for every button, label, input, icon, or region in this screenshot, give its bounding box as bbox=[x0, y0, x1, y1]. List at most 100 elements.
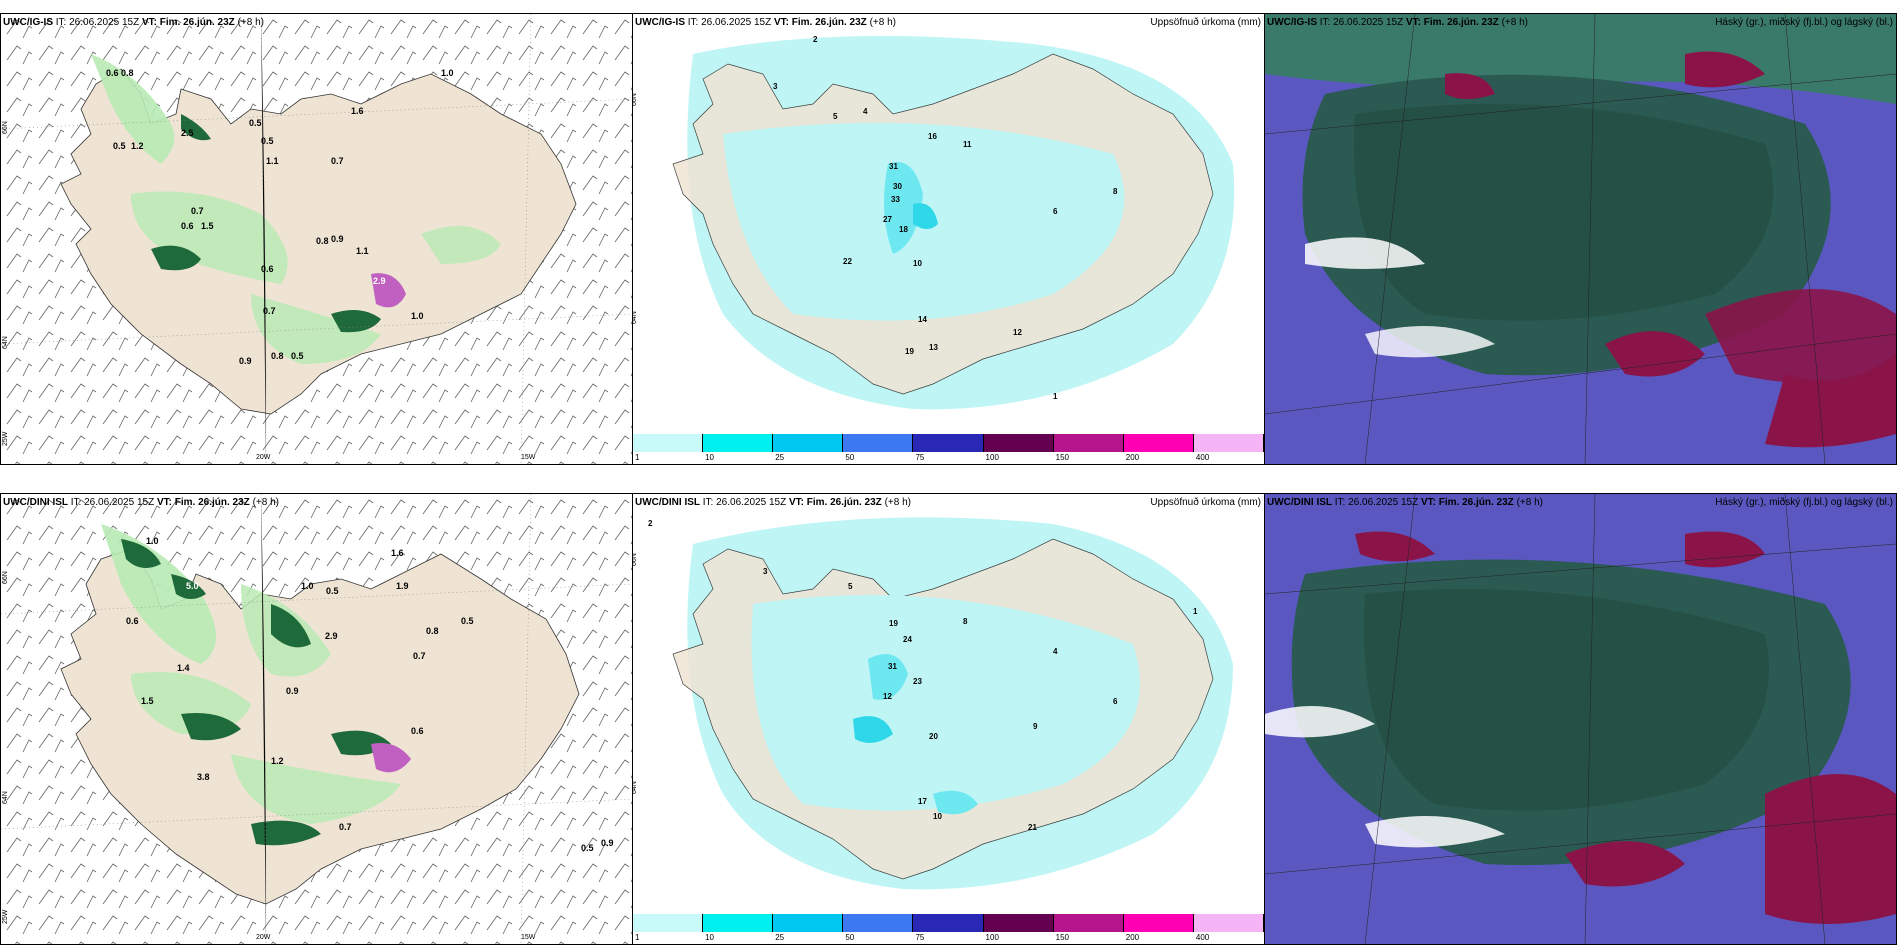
colorbar-label: 200 bbox=[1125, 453, 1140, 462]
precip-label: 1.1 bbox=[356, 246, 369, 256]
lat-label-64: 64N bbox=[632, 781, 638, 794]
precip-label: 12 bbox=[883, 692, 892, 701]
panel-top-left-wind-precip: 0.6 0.8 0.5 1.2 2.5 0.5 1.6 0.7 0.5 1.1 … bbox=[0, 13, 633, 465]
colorbar-segment bbox=[913, 914, 984, 932]
map-top-right bbox=[1265, 14, 1896, 464]
colorbar-segment bbox=[1053, 434, 1124, 452]
precip-label: 4 bbox=[1053, 647, 1058, 656]
init-time: 26.06.2025 15Z bbox=[1348, 497, 1419, 508]
precip-label: 0.7 bbox=[263, 306, 276, 316]
colorbar-segment bbox=[843, 434, 914, 452]
precip-label: 18 bbox=[899, 225, 908, 234]
precip-label: 1.6 bbox=[351, 106, 364, 116]
init-time: 26.06.2025 15Z bbox=[701, 17, 772, 28]
colorbar-label: 1 bbox=[635, 453, 640, 462]
colorbar-segment bbox=[1123, 434, 1194, 452]
precip-label: 17 bbox=[918, 797, 927, 806]
precip-label: 21 bbox=[1028, 823, 1037, 832]
panel-header: UWC/DINI ISL IT: 26.06.2025 15Z VT: Fim.… bbox=[635, 497, 911, 508]
field-title: Uppsöfnuð úrkoma (mm) bbox=[1150, 497, 1261, 508]
precip-label: 16 bbox=[928, 132, 937, 141]
precip-label: 0.5 bbox=[326, 586, 339, 596]
precip-label: 0.9 bbox=[239, 356, 252, 366]
lat-label-66: 66N bbox=[2, 121, 9, 134]
lat-label-66: 66N bbox=[632, 553, 638, 566]
lat-label-66: 66N bbox=[2, 571, 9, 584]
precip-label: 1.2 bbox=[271, 756, 284, 766]
precip-label: 1.5 bbox=[141, 696, 154, 706]
panel-top-mid-precip: 2 3 4 5 31 30 33 27 18 22 10 16 11 19 13… bbox=[632, 13, 1265, 465]
precip-label: 2 bbox=[813, 35, 818, 44]
lon-label-20: 20W bbox=[256, 454, 271, 461]
colorbar-label: 100 bbox=[985, 453, 999, 462]
field-title: Háský (gr.), miðský (fj.bl.) og lágský (… bbox=[1715, 17, 1893, 28]
colorbar-label: 200 bbox=[1125, 933, 1140, 942]
precip-label: 33 bbox=[891, 195, 900, 204]
colorbar-label: 50 bbox=[845, 453, 855, 462]
precip-label: 0.8 bbox=[121, 68, 134, 78]
colorbar-segment bbox=[773, 434, 844, 452]
precip-label: 2.5 bbox=[181, 128, 194, 138]
precip-label: 5.0 bbox=[186, 581, 199, 591]
colorbar-label: 100 bbox=[985, 933, 999, 942]
precip-label: 0.9 bbox=[286, 686, 299, 696]
model-name: UWC/DINI ISL bbox=[1267, 497, 1332, 508]
precip-label: 5 bbox=[833, 112, 838, 121]
precip-label: 30 bbox=[893, 182, 902, 191]
panel-header: UWC/IG-IS IT: 26.06.2025 15Z VT: Fim. 26… bbox=[1267, 17, 1528, 28]
colorbar-segment bbox=[983, 434, 1054, 452]
precip-label: 10 bbox=[913, 259, 922, 268]
precip-label: 4 bbox=[863, 107, 868, 116]
colorbar-segment bbox=[843, 914, 914, 932]
precip-label: 9 bbox=[1033, 722, 1038, 731]
precip-label: 0.5 bbox=[113, 141, 126, 151]
colorbar-segment bbox=[773, 914, 844, 932]
colorbar-label: 25 bbox=[775, 933, 785, 942]
colorbar-segment bbox=[703, 914, 774, 932]
valid-time: Fim. 26.jún. 23Z bbox=[174, 497, 250, 508]
init-time: 26.06.2025 15Z bbox=[716, 497, 787, 508]
colorbar-label: 25 bbox=[775, 453, 785, 462]
model-name: UWC/IG-IS bbox=[3, 17, 53, 28]
precip-label: 2 bbox=[648, 519, 653, 528]
precip-label: 1.0 bbox=[441, 68, 454, 78]
colorbar-label: 400 bbox=[1195, 933, 1210, 942]
precip-label: 1.5 bbox=[201, 221, 214, 231]
precip-label: 0.5 bbox=[581, 843, 594, 853]
precip-label: 31 bbox=[889, 162, 898, 171]
precip-label: 0.5 bbox=[291, 351, 304, 361]
colorbar-segment bbox=[1193, 434, 1264, 452]
precip-label: 1.9 bbox=[396, 581, 409, 591]
colorbar-label: 75 bbox=[915, 933, 925, 942]
precip-label: 1.6 bbox=[391, 548, 404, 558]
colorbar-label: 150 bbox=[1055, 933, 1070, 942]
precip-label: 12 bbox=[1013, 328, 1022, 337]
model-name: UWC/IG-IS bbox=[635, 17, 685, 28]
panel-bot-left-wind-precip: 1.0 5.0 0.6 1.0 0.5 1.4 2.9 1.6 1.9 0.8 … bbox=[0, 493, 633, 945]
colorbar-segment bbox=[1053, 914, 1124, 932]
colorbar-segment bbox=[913, 434, 984, 452]
precip-label: 22 bbox=[843, 257, 852, 266]
precip-label: 0.9 bbox=[601, 838, 614, 848]
valid-time: Fim. 26.jún. 23Z bbox=[1423, 17, 1499, 28]
lon-label-20: 20W bbox=[256, 934, 271, 941]
map-top-left: 0.6 0.8 0.5 1.2 2.5 0.5 1.6 0.7 0.5 1.1 … bbox=[1, 14, 632, 464]
colorbar-label: 150 bbox=[1055, 453, 1070, 462]
precip-label: 1.2 bbox=[131, 141, 144, 151]
precip-label: 5 bbox=[848, 582, 853, 591]
precip-label: 0.7 bbox=[191, 206, 204, 216]
panel-bot-right-clouds: UWC/DINI ISL IT: 26.06.2025 15Z VT: Fim.… bbox=[1264, 493, 1897, 945]
panel-header: UWC/DINI ISL IT: 26.06.2025 15Z VT: Fim.… bbox=[3, 497, 279, 508]
valid-time: Fim. 26.jún. 23Z bbox=[791, 17, 867, 28]
precip-label: 0.6 bbox=[411, 726, 424, 736]
colorbar-segment bbox=[1193, 914, 1264, 932]
precip-label: 0.5 bbox=[461, 616, 474, 626]
init-time: 26.06.2025 15Z bbox=[1333, 17, 1404, 28]
precip-label: 0.6 bbox=[181, 221, 194, 231]
map-top-mid: 2 3 4 5 31 30 33 27 18 22 10 16 11 19 13… bbox=[633, 14, 1264, 464]
precip-label: 19 bbox=[905, 347, 914, 356]
precip-label: 0.6 bbox=[126, 616, 139, 626]
map-bot-right bbox=[1265, 494, 1896, 944]
precip-label: 8 bbox=[963, 617, 968, 626]
colorbar: 1 10 25 50 75 100 150 200 400 bbox=[633, 914, 1264, 942]
